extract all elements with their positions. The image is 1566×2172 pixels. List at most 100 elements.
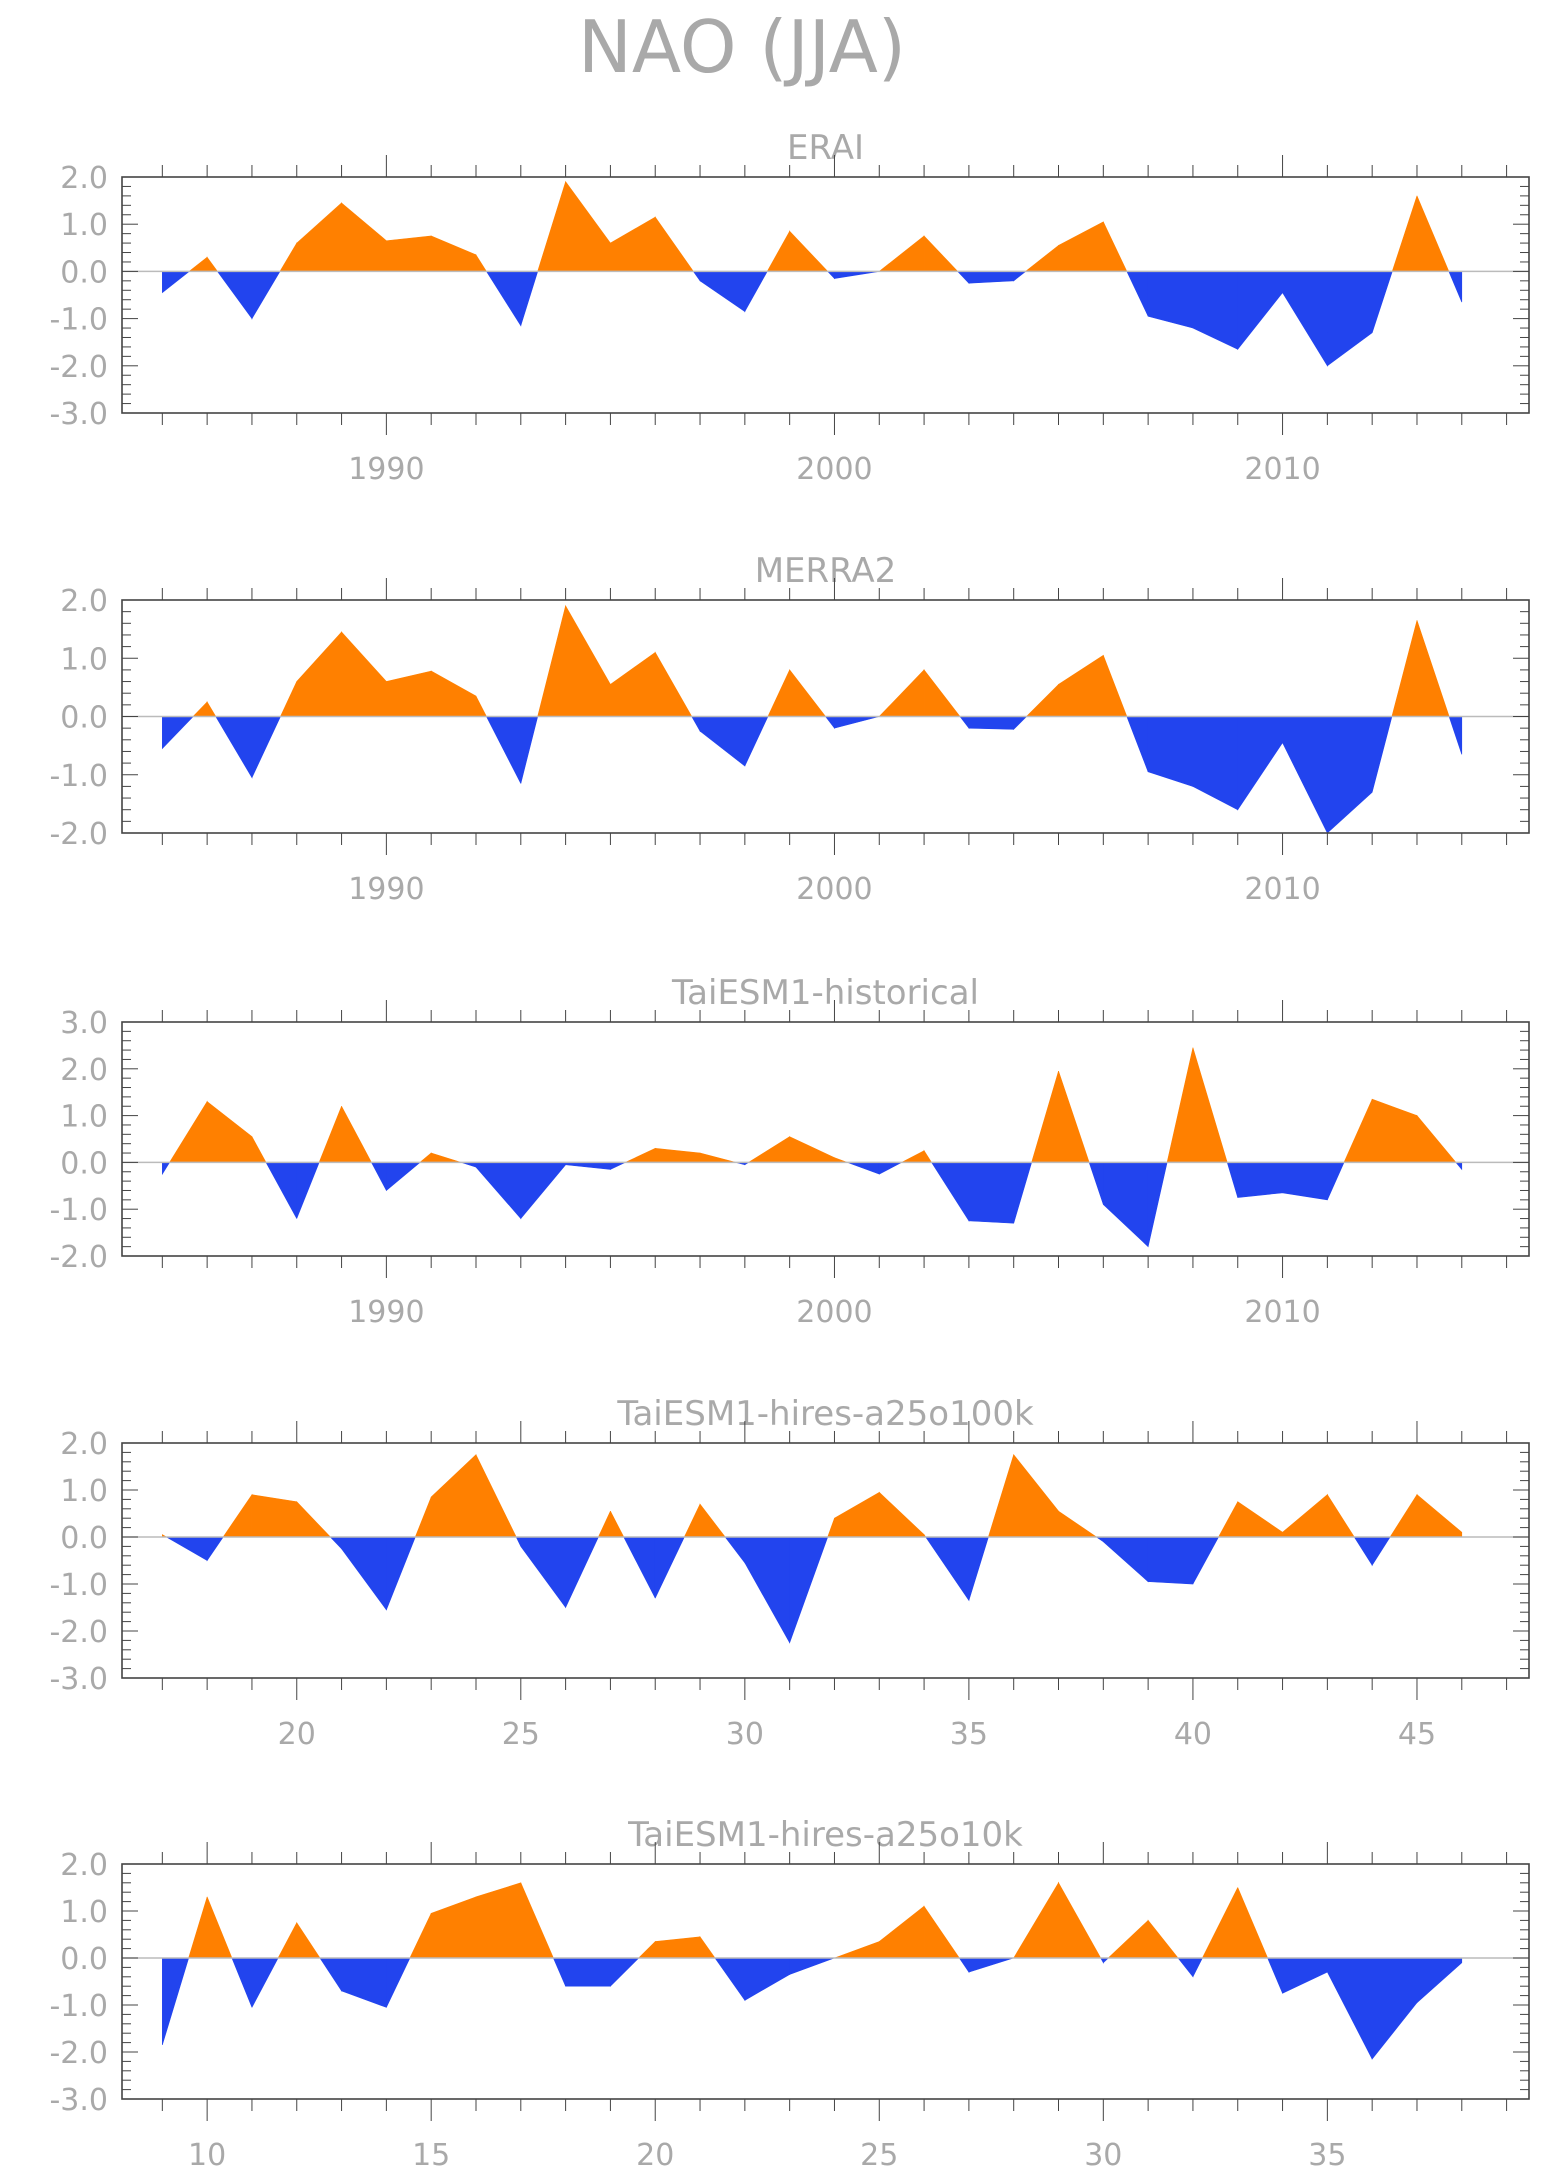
- positive-area: [206, 1100, 253, 1163]
- positive-area: [430, 1454, 477, 1538]
- negative-area: [968, 271, 1014, 284]
- plot-frame: [121, 176, 1530, 414]
- positive-area: [827, 1518, 835, 1538]
- negative-area: [1267, 1957, 1283, 1994]
- positive-area: [341, 631, 387, 717]
- positive-area: [1201, 1887, 1239, 1959]
- positive-area: [169, 1100, 208, 1163]
- negative-area: [520, 1536, 566, 1609]
- positive-area: [341, 1106, 372, 1163]
- negative-area: [744, 716, 769, 767]
- negative-area: [216, 271, 253, 320]
- negative-area: [1192, 1957, 1203, 1977]
- negative-area: [520, 716, 539, 784]
- x-tick-label: 30: [1084, 2138, 1122, 2172]
- y-tick-label: -2.0: [49, 350, 108, 385]
- y-tick-label: 1.0: [60, 642, 108, 677]
- positive-area: [654, 216, 694, 272]
- negative-area: [610, 1957, 640, 1987]
- y-tick-label: 0.0: [60, 1942, 108, 1977]
- positive-area: [767, 669, 790, 717]
- negative-area: [1282, 271, 1328, 367]
- x-tick-label: 10: [188, 2138, 226, 2172]
- positive-area: [251, 1494, 298, 1538]
- negative-area: [386, 1162, 421, 1192]
- negative-area: [1147, 1162, 1168, 1247]
- plot-frame: [121, 1863, 1530, 2100]
- positive-area: [878, 669, 925, 717]
- positive-area: [1416, 1114, 1457, 1163]
- negative-area: [341, 1536, 387, 1611]
- positive-area: [610, 651, 656, 717]
- x-tick-label: 35: [950, 1717, 988, 1752]
- positive-area: [1031, 1071, 1059, 1163]
- negative-area: [959, 716, 970, 730]
- panel-1: ERAI 2.0 1.0 0.0 -1.0 -2.0 -3.0 1990 2000 2010: [49, 128, 1530, 487]
- negative-area: [565, 1162, 611, 1170]
- positive-area: [188, 1896, 208, 1959]
- y-tick-label: -3.0: [49, 2083, 108, 2118]
- negative-area: [834, 271, 880, 279]
- negative-area: [552, 1957, 566, 1987]
- positive-area: [206, 1896, 233, 1959]
- negative-area: [925, 1536, 970, 1602]
- panel-title: TaiESM1-hires-a25o100k: [616, 1394, 1034, 1434]
- negative-area: [691, 716, 701, 733]
- positive-area: [206, 256, 219, 272]
- positive-area: [430, 1896, 477, 1959]
- positive-area: [1371, 1098, 1418, 1163]
- positive-area: [699, 1503, 726, 1538]
- negative-area: [1371, 1536, 1391, 1567]
- positive-area: [699, 1935, 716, 1959]
- negative-area: [165, 1536, 208, 1562]
- negative-area: [296, 1162, 320, 1219]
- panel-title: MERRA2: [755, 551, 897, 591]
- y-tick-label: 3.0: [60, 1006, 108, 1041]
- negative-area: [968, 1162, 1014, 1224]
- panel-2: MERRA2 2.0 1.0 0.0 -1.0 -2.0 1990 2000 2010: [49, 551, 1530, 907]
- negative-area: [610, 1162, 626, 1170]
- negative-area: [520, 271, 539, 326]
- positive-area: [386, 235, 432, 272]
- negative-area: [692, 271, 701, 282]
- negative-area: [1237, 716, 1283, 811]
- positive-area: [475, 1882, 522, 1959]
- positive-area: [1107, 1919, 1149, 1959]
- negative-area: [1327, 271, 1373, 367]
- negative-area: [231, 1957, 253, 2008]
- x-tick-label: 20: [278, 1717, 316, 1752]
- x-tick-label: 2010: [1244, 872, 1320, 907]
- negative-area: [485, 271, 522, 327]
- negative-area: [824, 716, 835, 730]
- positive-area: [188, 256, 208, 272]
- positive-area: [475, 695, 487, 717]
- positive-area: [610, 216, 656, 272]
- negative-area: [251, 271, 281, 320]
- negative-area: [834, 716, 880, 729]
- negative-area: [1103, 1536, 1149, 1583]
- negative-area: [714, 1957, 746, 2002]
- positive-area: [1024, 244, 1059, 272]
- y-tick-label: 2.0: [60, 1427, 108, 1462]
- negative-area: [475, 1162, 522, 1220]
- positive-area: [834, 1941, 880, 1959]
- negative-area: [1088, 1162, 1104, 1205]
- y-tick-label: -2.0: [49, 817, 108, 852]
- positive-area: [565, 604, 611, 717]
- positive-area: [386, 670, 432, 717]
- negative-area: [1416, 1957, 1463, 2004]
- x-tick-label: 2010: [1244, 1295, 1320, 1330]
- negative-area: [1013, 1162, 1033, 1224]
- positive-area: [565, 180, 611, 272]
- y-tick-label: -2.0: [49, 1240, 108, 1275]
- x-tick-label: 30: [726, 1717, 764, 1752]
- positive-area: [296, 202, 342, 272]
- negative-area: [386, 1957, 411, 2008]
- positive-area: [430, 670, 477, 717]
- y-tick-label: 0.0: [60, 1146, 108, 1181]
- negative-area: [1455, 1162, 1463, 1171]
- positive-area: [610, 1511, 625, 1538]
- y-tick-label: -1.0: [49, 1568, 108, 1603]
- negative-area: [1327, 1162, 1345, 1200]
- negative-area: [699, 716, 746, 767]
